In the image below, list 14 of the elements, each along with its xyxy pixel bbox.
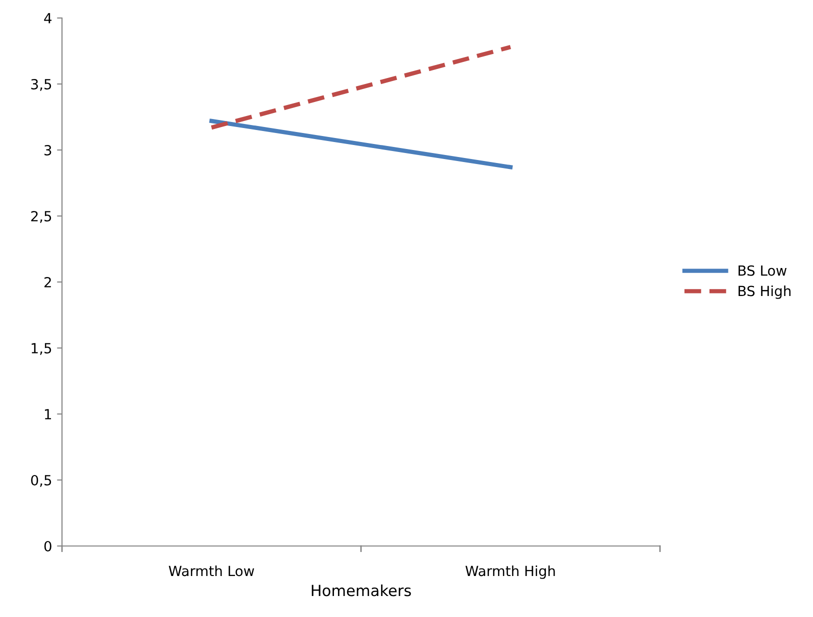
y-tick-label: 3,5: [31, 78, 52, 91]
legend-label: BS High: [738, 285, 790, 299]
y-tick-label: 1,5: [32, 343, 52, 355]
y-tick-label: 0: [44, 540, 52, 552]
y-tick-label: 4: [44, 13, 52, 24]
y-tick-label: 2,5: [31, 210, 52, 223]
y-tick-label: 2: [44, 276, 51, 288]
y-tick-label: 3: [44, 144, 52, 156]
y-tick-label: 0,5: [31, 474, 52, 487]
x-tick-label: Warmth Low: [168, 565, 254, 576]
legend-label: BS Low: [738, 265, 787, 276]
y-tick-label: 1: [44, 409, 51, 420]
x-tick-label: Warmth High: [465, 565, 555, 579]
x-axis-title: Homemakers: [312, 584, 411, 596]
